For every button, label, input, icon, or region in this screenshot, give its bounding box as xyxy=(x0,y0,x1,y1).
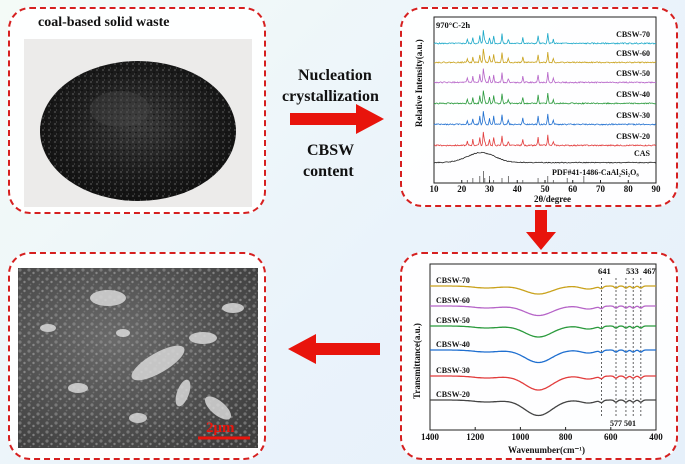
ftir-peak-533: 533 xyxy=(626,266,639,276)
ftir-ylabel: Transmittance(a.u.) xyxy=(412,323,422,399)
sem-micrograph: 2μm xyxy=(18,268,258,448)
xrd-series-label: CAS xyxy=(634,149,651,158)
coal-waste-photo xyxy=(24,39,252,207)
xrd-x-tick-label: 70 xyxy=(596,184,606,194)
ftir-series-label: CBSW-30 xyxy=(436,366,470,375)
process-crystallization: crystallization xyxy=(282,88,379,105)
xrd-series-line xyxy=(433,151,657,164)
xrd-annotation: 970°C-2h xyxy=(436,20,470,30)
xrd-pdf-label: PDF#41-1486-CaAl₂Si₂O₈ xyxy=(552,168,639,177)
xrd-series-line xyxy=(433,90,656,105)
xrd-x-tick-label: 20 xyxy=(457,184,467,194)
ftir-panel: CBSW-70 CBSW-60 CBSW-50 CBSW-40 CBSW-30 CBSW-… xyxy=(400,252,678,460)
ftir-peak-641: 641 xyxy=(598,266,611,276)
sem-scale-label: 2μm xyxy=(206,420,235,436)
ftir-series-label: CBSW-70 xyxy=(436,276,470,285)
ftir-series-line xyxy=(430,325,656,338)
xrd-series-label: CBSW-20 xyxy=(616,132,650,141)
ftir-x-tick-label: 800 xyxy=(559,432,573,442)
xrd-x-tick-label: 40 xyxy=(513,184,523,194)
ftir-x-tick-label: 1400 xyxy=(421,432,440,442)
ftir-peak-577-501: 577 501 xyxy=(610,419,636,428)
ftir-series-line xyxy=(430,305,656,317)
xrd-x-tick-label: 10 xyxy=(430,184,440,194)
xrd-series-label: CBSW-60 xyxy=(616,49,650,58)
xrd-ylabel: Relative Intensity(a.u.) xyxy=(414,39,424,127)
ftir-xlabel: Wavenumber(cm⁻¹) xyxy=(508,445,585,455)
ftir-series-label: CBSW-40 xyxy=(436,340,470,349)
process-cbsw: CBSW xyxy=(307,142,355,159)
xrd-x-tick-label: 30 xyxy=(485,184,495,194)
process-nucleation: Nucleation xyxy=(298,67,372,84)
xrd-x-tick-label: 80 xyxy=(624,184,634,194)
waste-title: coal-based solid waste xyxy=(38,15,170,30)
ftir-x-tick-label: 600 xyxy=(604,432,618,442)
ftir-series-label: CBSW-50 xyxy=(436,316,470,325)
ftir-series-line xyxy=(430,349,656,364)
xrd-series-line xyxy=(434,48,657,64)
ftir-x-tick-label: 1000 xyxy=(511,432,530,442)
xrd-series-line xyxy=(433,30,657,45)
xrd-panel: 970°C-2h CBSW-70 CBSW-60 CBSW-50 CBSW-40 CBS… xyxy=(400,7,678,207)
sem-panel: 2μm xyxy=(8,252,266,460)
xrd-series-label: CBSW-40 xyxy=(616,90,650,99)
ftir-series-label: CBSW-60 xyxy=(436,296,470,305)
xrd-series-line xyxy=(433,68,656,84)
xrd-xlabel: 2θ/degree xyxy=(534,194,571,204)
ftir-chart: CBSW-70 CBSW-60 CBSW-50 CBSW-40 CBSW-30 CBSW-… xyxy=(412,263,663,455)
right-arrow-icon xyxy=(290,104,384,134)
xrd-series-line xyxy=(433,111,657,126)
xrd-series-label: CBSW-30 xyxy=(616,111,650,120)
xrd-x-tick-label: 50 xyxy=(541,184,551,194)
down-arrow-icon xyxy=(526,210,556,250)
waste-panel: coal-based solid waste xyxy=(8,7,266,214)
xrd-series-line xyxy=(433,131,657,147)
ftir-x-tick-label: 400 xyxy=(649,432,663,442)
xrd-x-tick-label: 60 xyxy=(568,184,578,194)
xrd-chart: 970°C-2h CBSW-70 CBSW-60 CBSW-50 CBSW-40 CBS… xyxy=(414,16,662,204)
ftir-series-line xyxy=(430,399,656,417)
ftir-peak-467: 467 xyxy=(643,266,657,276)
ftir-series-line xyxy=(430,285,656,295)
left-arrow-icon xyxy=(288,334,380,364)
xrd-series-label: CBSW-50 xyxy=(616,69,650,78)
ftir-series-line xyxy=(430,375,656,391)
xrd-series-label: CBSW-70 xyxy=(616,30,650,39)
xrd-x-tick-label: 90 xyxy=(652,184,662,194)
ftir-series-label: CBSW-20 xyxy=(436,390,470,399)
ftir-x-tick-label: 1200 xyxy=(466,432,485,442)
process-content: content xyxy=(303,163,354,180)
